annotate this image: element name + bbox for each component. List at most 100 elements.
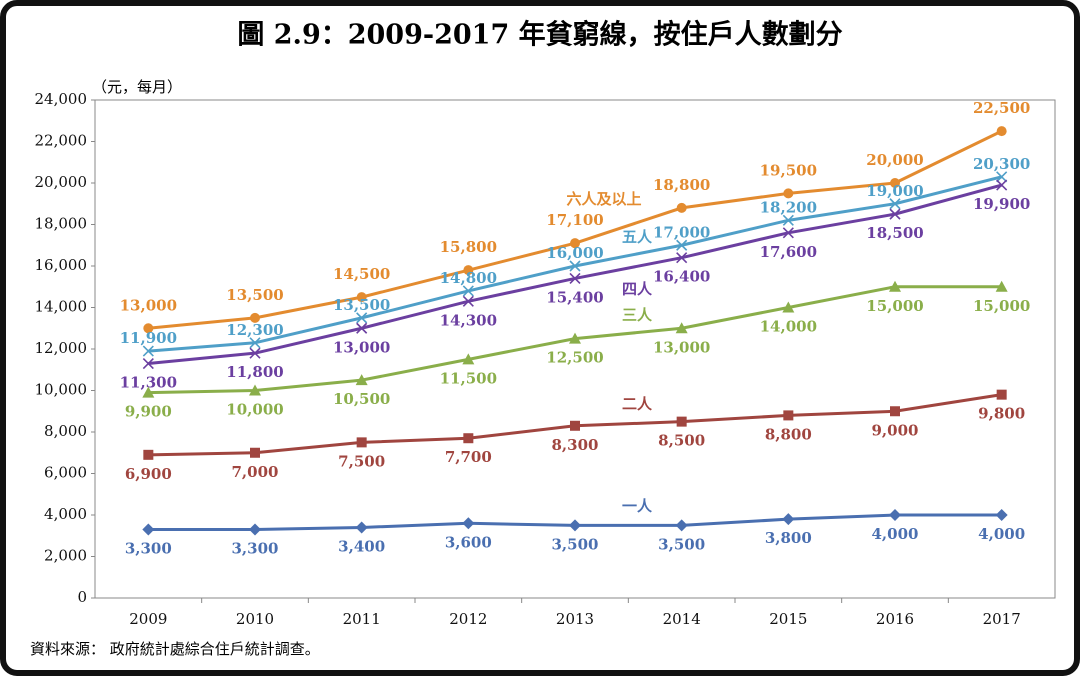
y-tick-label: 16,000 xyxy=(35,256,88,274)
value-label: 3,600 xyxy=(445,533,492,551)
y-tick-label: 24,000 xyxy=(35,90,88,108)
value-label: 18,800 xyxy=(653,176,710,194)
marker xyxy=(676,239,688,251)
value-label: 10,500 xyxy=(333,390,390,408)
value-label: 17,100 xyxy=(546,211,603,229)
x-tick-label: 2009 xyxy=(129,610,167,628)
value-label: 19,900 xyxy=(973,195,1030,213)
marker xyxy=(249,347,261,359)
x-tick-label: 2011 xyxy=(343,610,381,628)
value-label: 3,800 xyxy=(765,529,812,547)
value-label: 22,500 xyxy=(973,99,1030,117)
marker xyxy=(889,509,901,521)
value-label: 19,500 xyxy=(760,161,817,179)
value-label: 11,500 xyxy=(440,369,497,387)
marker xyxy=(249,337,261,349)
marker xyxy=(570,238,580,249)
x-tick-label: 2013 xyxy=(556,610,594,628)
value-label: 4,000 xyxy=(978,525,1025,543)
marker xyxy=(142,357,154,370)
y-tick-label: 12,000 xyxy=(35,339,88,357)
value-label: 13,000 xyxy=(120,296,177,314)
marker xyxy=(142,345,154,357)
series-name: 一人 xyxy=(622,497,653,515)
value-label: 9,000 xyxy=(872,421,919,439)
value-label: 11,800 xyxy=(226,363,283,381)
value-label: 20,000 xyxy=(866,151,923,169)
value-label: 14,300 xyxy=(440,311,497,329)
x-tick-label: 2010 xyxy=(236,610,274,628)
marker xyxy=(142,523,155,536)
value-label: 3,300 xyxy=(125,540,172,558)
marker xyxy=(463,433,474,444)
marker xyxy=(143,449,154,460)
marker xyxy=(676,202,687,213)
y-tick-label: 20,000 xyxy=(35,173,88,191)
value-label: 3,500 xyxy=(658,535,705,553)
marker xyxy=(996,389,1007,400)
marker xyxy=(783,188,794,199)
marker xyxy=(676,416,687,427)
value-label: 15,000 xyxy=(973,297,1030,315)
value-label: 13,000 xyxy=(653,338,710,356)
marker xyxy=(570,420,580,431)
y-tick-label: 6,000 xyxy=(44,464,87,482)
marker xyxy=(355,374,368,386)
value-label: 17,600 xyxy=(760,243,817,261)
value-label: 8,300 xyxy=(552,436,599,454)
marker xyxy=(996,126,1007,137)
value-label: 14,000 xyxy=(760,318,817,336)
marker xyxy=(462,517,475,530)
x-tick-label: 2017 xyxy=(983,610,1021,628)
marker xyxy=(782,513,795,526)
y-tick-label: 14,000 xyxy=(35,298,88,316)
x-tick-label: 2016 xyxy=(876,610,914,628)
marker xyxy=(355,521,368,534)
marker xyxy=(675,322,688,334)
series-name: 三人 xyxy=(622,306,653,324)
value-label: 9,900 xyxy=(125,403,172,421)
value-label: 3,400 xyxy=(338,537,385,555)
marker xyxy=(249,523,261,536)
value-label: 3,300 xyxy=(232,540,279,558)
marker xyxy=(462,285,474,297)
marker xyxy=(356,312,368,324)
value-label: 9,800 xyxy=(978,405,1025,423)
marker xyxy=(783,410,794,421)
marker xyxy=(995,509,1008,521)
value-label: 12,300 xyxy=(226,321,283,339)
y-tick-label: 4,000 xyxy=(44,505,87,523)
marker xyxy=(889,208,901,220)
y-tick-label: 0 xyxy=(77,588,87,606)
source-note: 資料來源： 政府統計處綜合住戶統計調查。 xyxy=(30,640,320,658)
value-label: 20,300 xyxy=(973,155,1030,173)
value-label: 15,000 xyxy=(866,297,923,315)
marker xyxy=(356,292,367,303)
marker xyxy=(676,252,688,264)
value-label: 13,500 xyxy=(333,296,390,314)
value-label: 3,500 xyxy=(552,535,599,553)
marker xyxy=(890,406,900,417)
value-label: 10,000 xyxy=(226,401,283,419)
value-label: 11,300 xyxy=(120,374,177,392)
series-name: 六人及以上 xyxy=(566,190,641,208)
y-tick-label: 10,000 xyxy=(35,381,88,399)
value-label: 11,900 xyxy=(120,329,177,347)
value-label: 14,500 xyxy=(333,265,390,283)
marker xyxy=(356,322,368,334)
x-tick-label: 2012 xyxy=(449,610,487,628)
value-label: 7,500 xyxy=(338,452,385,470)
marker xyxy=(782,227,794,239)
marker xyxy=(996,171,1008,183)
value-label: 7,000 xyxy=(232,463,279,481)
series-name: 二人 xyxy=(622,395,653,413)
x-tick-label: 2014 xyxy=(663,610,701,628)
marker xyxy=(463,265,474,276)
marker xyxy=(569,332,581,344)
marker xyxy=(250,312,260,323)
y-axis-unit: （元，每月） xyxy=(92,78,182,96)
marker xyxy=(890,178,900,188)
